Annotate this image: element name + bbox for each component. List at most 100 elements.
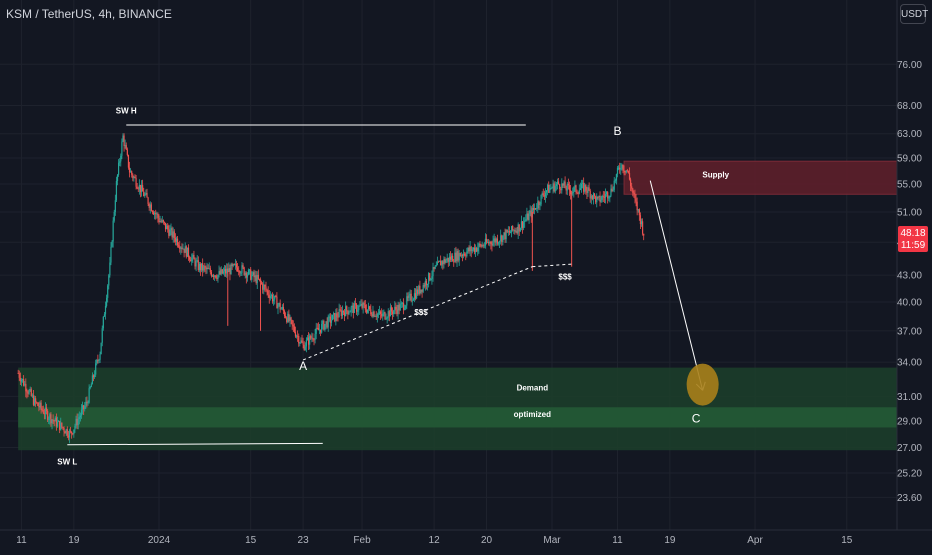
candle-body xyxy=(333,313,335,315)
candle-body xyxy=(245,272,247,278)
candle-body xyxy=(292,324,294,327)
candle-body xyxy=(63,428,65,432)
candle-body xyxy=(326,321,328,328)
candle-body xyxy=(585,184,587,191)
candle-body xyxy=(277,304,279,309)
candle-body xyxy=(76,418,78,426)
candle-body xyxy=(47,411,49,420)
candle-body xyxy=(402,302,405,310)
candle-body xyxy=(83,405,85,410)
candle-body xyxy=(614,180,616,182)
candle-body xyxy=(312,337,314,340)
annotation-label: Supply xyxy=(702,170,729,179)
candle-body xyxy=(552,183,554,188)
candle-body xyxy=(633,192,635,195)
candle-body xyxy=(628,172,631,180)
candle-body xyxy=(252,272,254,276)
target-circle xyxy=(686,363,719,406)
candle-body xyxy=(100,342,102,355)
candle-body xyxy=(399,304,401,311)
candle-body xyxy=(220,269,222,275)
candle-body xyxy=(527,213,529,221)
price-tick-label: 68.00 xyxy=(897,101,922,112)
candle-body xyxy=(212,275,215,277)
candle-body xyxy=(492,241,494,246)
candle-body xyxy=(494,238,496,243)
annotation-label: SW H xyxy=(116,107,137,116)
candle-body xyxy=(603,196,605,198)
candle-body xyxy=(126,149,128,155)
candle-body xyxy=(375,316,377,318)
candle-body xyxy=(121,141,123,156)
time-tick-label: 19 xyxy=(664,535,676,546)
candle-body xyxy=(77,418,79,426)
candle-body xyxy=(186,247,188,257)
candle-body xyxy=(75,418,77,426)
candle-body xyxy=(109,262,111,276)
candle-body xyxy=(473,247,476,253)
candle-body xyxy=(215,275,217,278)
candle-body xyxy=(390,307,393,312)
candle-body xyxy=(421,289,423,292)
candle-body xyxy=(295,335,298,337)
candle-body xyxy=(370,309,372,315)
last-price-value: 48.18 xyxy=(900,228,925,239)
candle-body xyxy=(559,184,561,189)
candle-body xyxy=(137,188,139,190)
candle-body xyxy=(453,261,455,263)
candle-body xyxy=(589,190,591,199)
candle-body xyxy=(18,373,20,378)
candle-body xyxy=(549,188,551,193)
candle-body xyxy=(223,269,226,272)
candle-body xyxy=(507,231,509,233)
drawings[interactable] xyxy=(67,124,719,446)
candle-body xyxy=(31,395,33,397)
candle-body xyxy=(586,190,588,193)
candle-body xyxy=(271,295,274,302)
candle-body xyxy=(323,320,325,330)
candle-body xyxy=(112,220,114,242)
candle-body xyxy=(317,328,319,331)
symbol-title[interactable]: KSM / TetherUS, 4h, BINANCE xyxy=(6,7,172,21)
time-axis[interactable]: 11 19 2024 15 23 Feb 12 20 Mar 11 19 Apr 15 xyxy=(16,535,852,546)
candle-body xyxy=(389,307,392,317)
candle-body xyxy=(143,191,145,197)
candle-body xyxy=(460,255,462,257)
candle-body xyxy=(538,201,540,206)
candle-body xyxy=(103,314,106,317)
liquidity-trendline-2 xyxy=(532,263,572,268)
candle-body xyxy=(114,200,116,212)
time-tick-label: 12 xyxy=(429,535,441,546)
candle-body xyxy=(293,326,295,332)
candle-body xyxy=(564,181,566,189)
candle-body xyxy=(95,363,97,375)
candle-body xyxy=(409,293,411,295)
candle-body xyxy=(178,245,180,247)
candle-body xyxy=(436,261,438,266)
candle-body xyxy=(626,170,628,172)
candle-body xyxy=(454,252,456,263)
candle-body xyxy=(429,273,431,280)
candle-body xyxy=(345,306,347,317)
candle-body xyxy=(310,335,312,339)
candle-body xyxy=(73,429,75,435)
candle-body xyxy=(623,170,625,172)
candle-body xyxy=(615,174,618,181)
candle-body xyxy=(434,266,436,269)
candle-body xyxy=(157,213,159,218)
candle-body xyxy=(500,235,502,242)
candle-body xyxy=(85,401,87,406)
candle-body xyxy=(74,425,76,430)
candle-body xyxy=(283,310,286,317)
candle-body xyxy=(590,195,592,199)
time-tick-label: Mar xyxy=(543,535,561,546)
candle-body xyxy=(410,293,412,301)
candle-body xyxy=(205,267,207,270)
currency-button[interactable]: USDT xyxy=(900,4,928,24)
supply-zone xyxy=(624,161,897,195)
candle-body xyxy=(488,242,490,244)
candle-body xyxy=(607,192,609,199)
candle-body xyxy=(405,305,407,309)
